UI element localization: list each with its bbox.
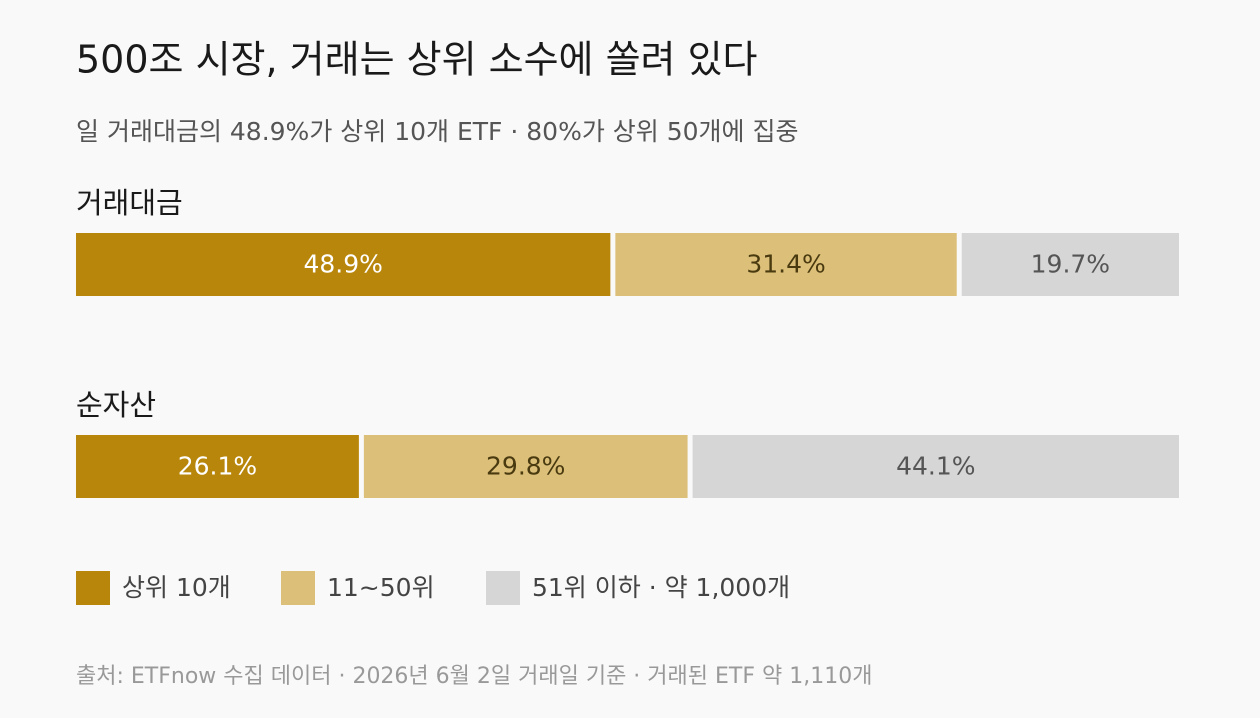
legend-label: 11~50위 [327, 573, 435, 602]
value-label: 26.1% [178, 452, 257, 481]
legend-swatch [281, 571, 315, 605]
category-label: 거래대금 [76, 186, 183, 220]
legend-swatch [76, 571, 110, 605]
chart-subtitle: 일 거래대금의 48.9%가 상위 10개 ETF · 80%가 상위 50개에… [76, 117, 798, 146]
value-label: 44.1% [896, 452, 975, 481]
chart-title: 500조 시장, 거래는 상위 소수에 쏠려 있다 [76, 38, 758, 82]
legend-swatch [486, 571, 520, 605]
bar-segment [76, 435, 359, 498]
value-label: 31.4% [746, 250, 825, 279]
bar-segment [363, 435, 688, 498]
legend-label: 상위 10개 [122, 573, 231, 602]
bar-segment [615, 233, 957, 296]
legend-label: 51위 이하 · 약 1,000개 [532, 573, 790, 602]
value-label: 19.7% [1031, 250, 1110, 279]
value-label: 48.9% [303, 250, 382, 279]
source-note: 출처: ETFnow 수집 데이터 · 2026년 6월 2일 거래일 기준 ·… [76, 664, 872, 689]
value-label: 29.8% [486, 452, 565, 481]
category-label: 순자산 [76, 388, 156, 422]
bar-segment [961, 233, 1179, 296]
bar-segment [76, 233, 611, 296]
bar-segment [692, 435, 1179, 498]
